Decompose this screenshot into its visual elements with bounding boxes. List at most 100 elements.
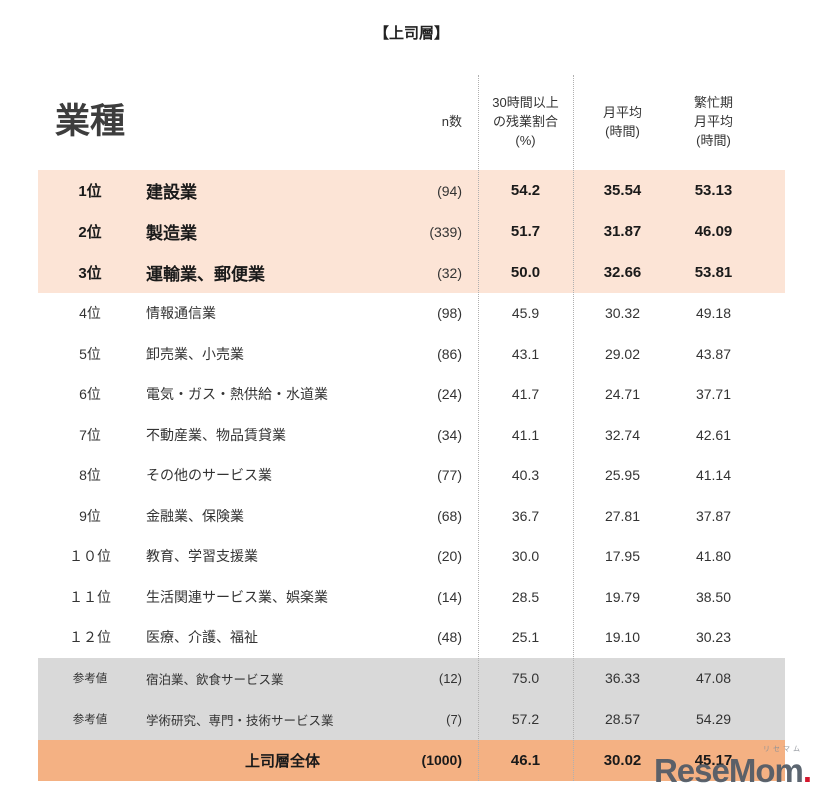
n-cell: (94) xyxy=(437,182,462,199)
rank-cell: 8位 xyxy=(79,467,101,484)
industry-cell: 教育、学習支援業 xyxy=(146,548,258,565)
busy-avg-cell: 53.13 xyxy=(694,182,733,199)
monthly-avg-cell: 28.57 xyxy=(604,711,641,727)
rank-cell: １０位 xyxy=(69,548,111,565)
rank-cell: 6位 xyxy=(79,386,101,403)
watermark-logo-text: ReseMom xyxy=(653,752,804,789)
column-divider-left xyxy=(478,75,479,781)
table-row: 4位 情報通信業 (98) 45.9 30.32 49.18 xyxy=(38,293,785,334)
overtime-ratio-cell: 50.0 xyxy=(510,264,541,281)
monthly-avg-cell: 27.81 xyxy=(604,507,641,524)
busy-avg-cell: 37.71 xyxy=(695,386,732,403)
overtime-ratio-cell: 30.0 xyxy=(511,548,540,565)
n-cell: (34) xyxy=(437,426,462,443)
n-cell: (339) xyxy=(429,223,462,240)
overtime-ratio-cell: 41.1 xyxy=(511,426,540,443)
n-cell: (7) xyxy=(446,711,462,727)
monthly-avg-cell: 35.54 xyxy=(603,182,642,199)
rank-cell: 5位 xyxy=(79,345,101,362)
busy-avg-cell: 43.87 xyxy=(695,345,732,362)
monthly-avg-cell: 25.95 xyxy=(604,467,641,484)
table-row: 上司層全体 (1000) 46.1 30.02 45.17 xyxy=(38,739,785,781)
busy-avg-cell: 41.80 xyxy=(695,548,732,565)
industry-header: 業種 xyxy=(55,102,126,142)
table-row: 7位 不動産業、物品賃貸業 (34) 41.1 32.74 42.61 xyxy=(38,414,785,455)
table-row: 3位 運輸業、郵便業 (32) 50.0 32.66 53.81 xyxy=(38,252,785,293)
rank-cell: 1位 xyxy=(78,183,102,200)
industry-cell: その他のサービス業 xyxy=(146,467,272,484)
rank-cell: 参考値 xyxy=(72,714,108,726)
table-header-row: 業種 n数 30時間以上 の残業割合 (%) 月平均 (時間) 繁忙期 月平均 … xyxy=(38,75,785,170)
overtime-ratio-cell: 36.7 xyxy=(511,507,540,524)
monthly-avg-cell: 19.10 xyxy=(604,629,641,646)
monthly-avg-cell: 19.79 xyxy=(604,588,641,605)
rank-cell: 参考値 xyxy=(72,673,108,685)
n-header: n数 xyxy=(441,114,462,130)
busy-avg-cell: 41.14 xyxy=(695,467,732,484)
n-cell: (86) xyxy=(437,345,462,362)
table-body: 1位 建設業 (94) 54.2 35.54 53.13 2位 製造業 (339… xyxy=(38,170,785,781)
industry-cell: 運輸業、郵便業 xyxy=(146,265,265,284)
monthly-avg-header: 月平均 (時間) xyxy=(602,104,642,139)
table-row: 8位 その他のサービス業 (77) 40.3 25.95 41.14 xyxy=(38,455,785,496)
busy-avg-cell: 38.50 xyxy=(695,588,732,605)
monthly-avg-cell: 36.33 xyxy=(604,670,641,686)
overtime-ratio-cell: 54.2 xyxy=(510,182,541,199)
monthly-avg-cell: 29.02 xyxy=(604,345,641,362)
busy-avg-cell: 47.08 xyxy=(695,670,732,686)
rank-cell: 2位 xyxy=(78,224,102,241)
rank-cell: 7位 xyxy=(79,426,101,443)
table-row: 参考値 学術研究、専門・技術サービス業 (7) 57.2 28.57 54.29 xyxy=(38,698,785,740)
n-cell: (24) xyxy=(437,386,462,403)
monthly-avg-cell: 24.71 xyxy=(604,386,641,403)
overtime-ratio-cell: 46.1 xyxy=(510,751,541,769)
n-cell: (32) xyxy=(437,264,462,281)
overtime-ratio-cell: 51.7 xyxy=(510,223,541,240)
rank-cell: 9位 xyxy=(79,507,101,524)
n-cell: (14) xyxy=(437,588,462,605)
industry-cell: 金融業、保険業 xyxy=(146,507,244,524)
column-divider-right xyxy=(573,75,574,781)
monthly-avg-cell: 32.66 xyxy=(603,264,642,281)
overtime-ratio-cell: 28.5 xyxy=(511,588,540,605)
industry-cell: 不動産業、物品賃貸業 xyxy=(146,426,286,443)
busy-avg-cell: 49.18 xyxy=(695,305,732,322)
watermark-subtext: リセマム xyxy=(763,746,803,753)
monthly-avg-cell: 30.32 xyxy=(604,305,641,322)
overtime-ratio-cell: 45.9 xyxy=(511,305,540,322)
table-row: 参考値 宿泊業、飲食サービス業 (12) 75.0 36.33 47.08 xyxy=(38,657,785,699)
rank-cell: 4位 xyxy=(79,305,101,322)
busy-avg-cell: 30.23 xyxy=(695,629,732,646)
monthly-avg-cell: 17.95 xyxy=(604,548,641,565)
n-cell: (77) xyxy=(437,467,462,484)
busy-avg-cell: 37.87 xyxy=(695,507,732,524)
overtime-ratio-cell: 41.7 xyxy=(511,386,540,403)
n-cell: (98) xyxy=(437,305,462,322)
monthly-avg-cell: 32.74 xyxy=(604,426,641,443)
rank-cell: １１位 xyxy=(69,588,111,605)
overtime-ratio-cell: 57.2 xyxy=(511,711,540,727)
page-title: 【上司層】 xyxy=(373,25,449,42)
busy-avg-header: 繁忙期 月平均 (時間) xyxy=(693,95,733,148)
overtime-ratio-cell: 75.0 xyxy=(511,670,540,686)
rank-cell: 3位 xyxy=(78,265,102,282)
industry-cell: 上司層全体 xyxy=(244,752,320,770)
n-cell: (68) xyxy=(437,507,462,524)
table-row: 9位 金融業、保険業 (68) 36.7 27.81 37.87 xyxy=(38,495,785,536)
table-row: 5位 卸売業、小売業 (86) 43.1 29.02 43.87 xyxy=(38,333,785,374)
industry-overtime-table: 業種 n数 30時間以上 の残業割合 (%) 月平均 (時間) 繁忙期 月平均 … xyxy=(38,75,785,781)
industry-cell: 製造業 xyxy=(146,224,197,243)
industry-cell: 学術研究、専門・技術サービス業 xyxy=(146,713,334,728)
industry-cell: 電気・ガス・熱供給・水道業 xyxy=(146,386,328,403)
overtime-ratio-cell: 25.1 xyxy=(511,629,540,646)
n-cell: (48) xyxy=(437,629,462,646)
industry-cell: 医療、介護、福祉 xyxy=(146,629,258,646)
busy-avg-cell: 46.09 xyxy=(694,223,733,240)
industry-cell: 情報通信業 xyxy=(146,305,216,322)
monthly-avg-cell: 31.87 xyxy=(603,223,642,240)
overtime-ratio-cell: 43.1 xyxy=(511,345,540,362)
industry-cell: 卸売業、小売業 xyxy=(146,345,244,362)
table-row: １１位 生活関連サービス業、娯楽業 (14) 28.5 19.79 38.50 xyxy=(38,576,785,617)
busy-avg-cell: 53.81 xyxy=(694,264,733,281)
